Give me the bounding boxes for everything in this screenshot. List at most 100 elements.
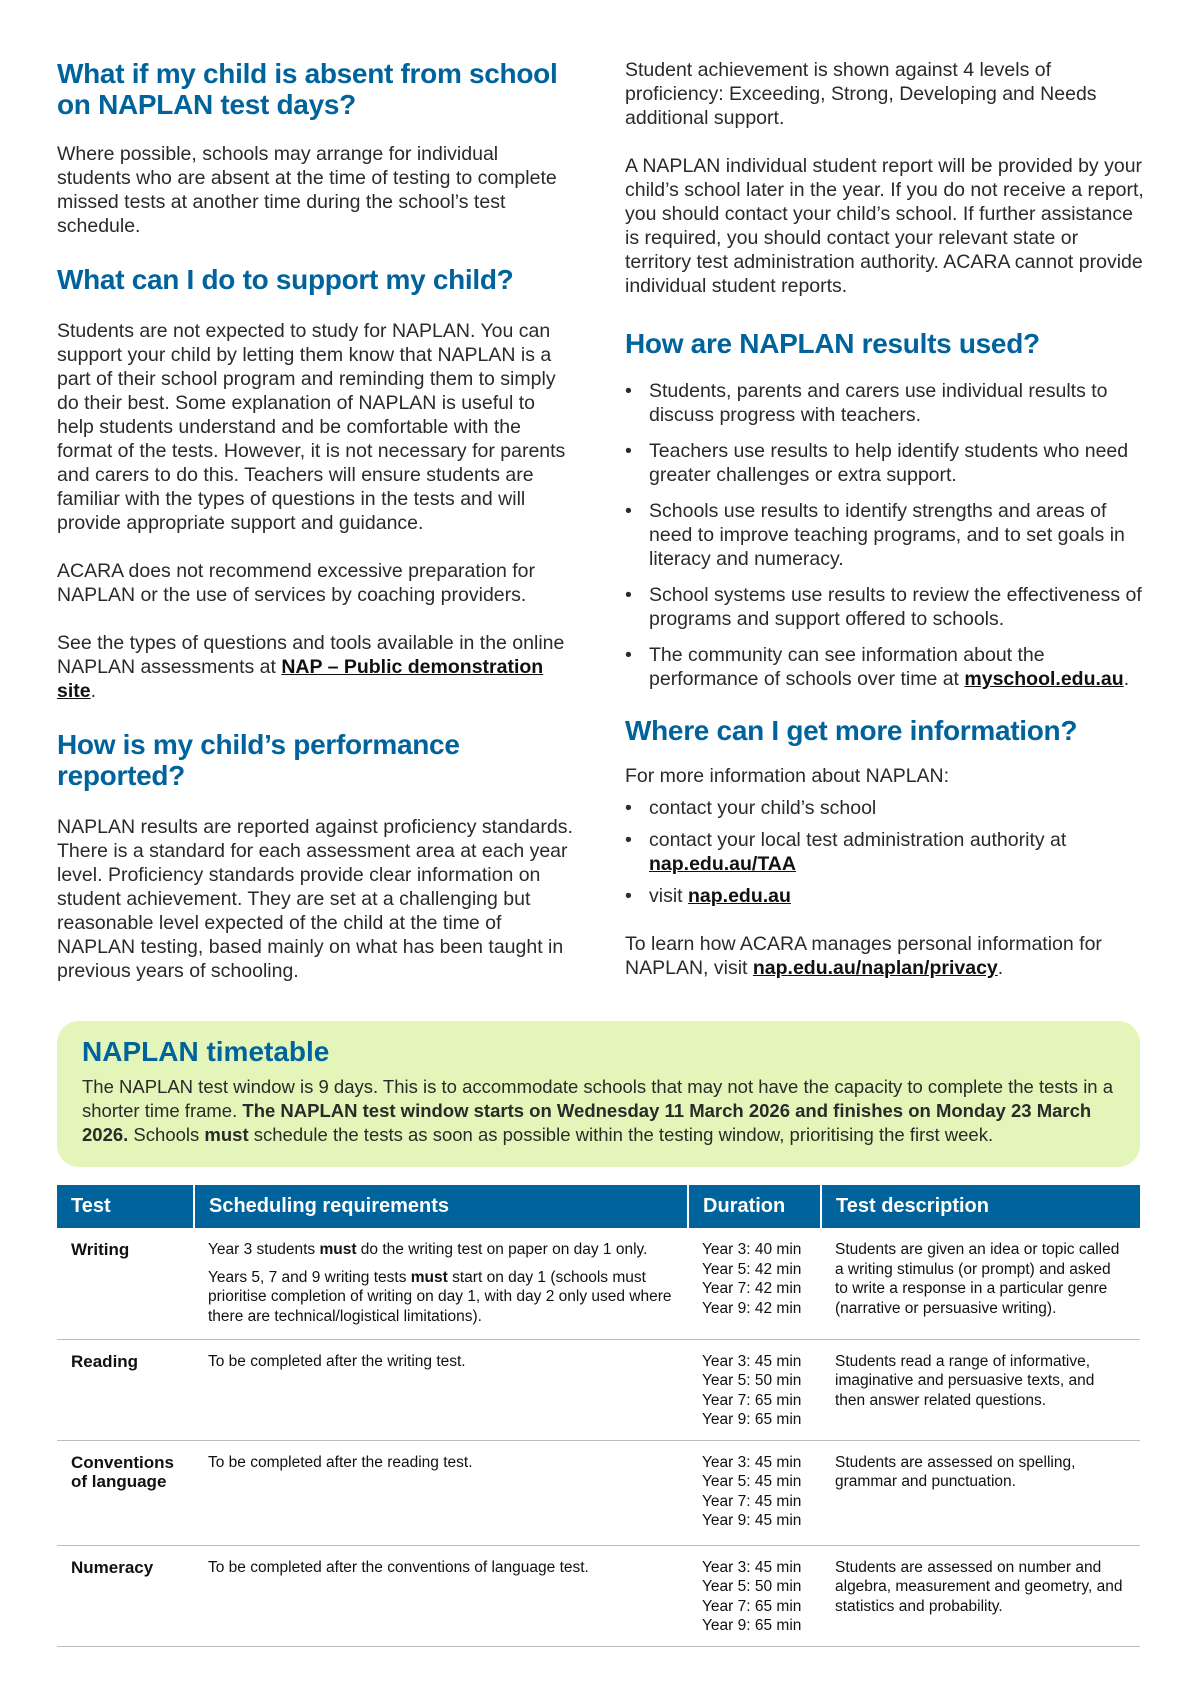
duration-value: Year 9: 42 min bbox=[702, 1299, 802, 1317]
list-item-text: The community can see information about … bbox=[649, 644, 1045, 690]
header-test: Test bbox=[57, 1185, 194, 1228]
list-item: • School systems use results to review th… bbox=[625, 583, 1145, 631]
req-text: Years 5, 7 and 9 writing tests bbox=[208, 1268, 411, 1286]
left-column: What if my child is absent from school o… bbox=[57, 58, 577, 1007]
results-heading: How are NAPLAN results used? bbox=[625, 328, 1040, 359]
duration-value: Year 7: 65 min bbox=[702, 1597, 802, 1615]
table-row: Writing Year 3 students must do the writ… bbox=[57, 1228, 1140, 1340]
req-must: must bbox=[410, 1268, 448, 1286]
bullet-icon: • bbox=[625, 885, 632, 907]
scheduling-cell: Year 3 students must do the writing test… bbox=[194, 1228, 688, 1340]
duration-cell: Year 3: 45 min Year 5: 45 min Year 7: 45 m… bbox=[688, 1440, 821, 1546]
info-heading: Where can I get more information? bbox=[625, 715, 1078, 746]
duration-value: Year 5: 50 min bbox=[702, 1578, 802, 1595]
privacy-text: To learn how ACARA manages personal info… bbox=[625, 932, 1145, 980]
taa-link[interactable]: nap.edu.au/TAA bbox=[649, 853, 796, 875]
support-p3-text: See the types of questions and tools ava… bbox=[57, 632, 565, 678]
nap-link[interactable]: nap.edu.au bbox=[688, 885, 791, 907]
test-name: Writing bbox=[57, 1228, 194, 1340]
bullet-icon: • bbox=[625, 584, 632, 606]
student-report-text: A NAPLAN individual student report will … bbox=[625, 155, 1144, 297]
list-item-text: Schools use results to identify strength… bbox=[649, 500, 1125, 570]
timetable-table: Test Scheduling requirements Duration Te… bbox=[57, 1185, 1140, 1647]
timetable-dates: The NAPLAN test window starts on Wednesd… bbox=[82, 1100, 1092, 1145]
myschool-link[interactable]: myschool.edu.au bbox=[964, 668, 1124, 690]
list-item-text: contact your local test administration a… bbox=[649, 829, 1067, 851]
duration-value: Year 7: 42 min bbox=[702, 1280, 802, 1297]
bullet-icon: • bbox=[625, 500, 632, 522]
duration-value: Year 5: 42 min bbox=[702, 1260, 802, 1278]
duration-value: Year 9: 45 min bbox=[702, 1512, 802, 1529]
list-item-text: School systems use results to review the… bbox=[649, 584, 1142, 630]
support-heading: What can I do to support my child? bbox=[57, 264, 514, 295]
duration-value: Year 7: 65 min bbox=[702, 1391, 802, 1409]
privacy-text-body: To learn how ACARA manages personal info… bbox=[625, 933, 1102, 979]
test-name: Reading bbox=[57, 1339, 194, 1441]
info-intro: For more information about NAPLAN: bbox=[625, 765, 950, 787]
duration-cell: Year 3: 45 min Year 5: 50 min Year 7: 65 m… bbox=[688, 1545, 821, 1647]
period: . bbox=[997, 957, 1004, 979]
bullet-icon: • bbox=[625, 797, 632, 819]
description-cell: Students are assessed on spelling, gramm… bbox=[821, 1440, 1140, 1546]
duration-value: Year 9: 65 min bbox=[702, 1617, 802, 1634]
bullet-icon: • bbox=[625, 440, 632, 462]
list-item: • contact your local test administration … bbox=[625, 828, 1145, 876]
description-cell: Students are assessed on number and alge… bbox=[821, 1545, 1140, 1647]
table-header-row: Test Scheduling requirements Duration Te… bbox=[57, 1185, 1140, 1228]
scheduling-cell: To be completed after the reading test. bbox=[194, 1440, 688, 1546]
header-description: Test description bbox=[820, 1185, 1140, 1228]
period: . bbox=[1123, 668, 1130, 690]
scheduling-cell: To be completed after the conventions of… bbox=[194, 1545, 688, 1647]
list-item: • Teachers use results to help identify s… bbox=[625, 439, 1145, 487]
timetable-text: The NAPLAN test window is 9 days. This i… bbox=[82, 1076, 1114, 1121]
timetable-body: The NAPLAN test window is 9 days. This i… bbox=[82, 1075, 1115, 1147]
timetable-must: must bbox=[204, 1124, 249, 1145]
demo-site-link[interactable]: NAP – Public demonstration site bbox=[57, 656, 544, 702]
table-row: Reading To be completed after the writin… bbox=[57, 1339, 1140, 1441]
absent-body: Where possible, schools may arrange for … bbox=[57, 143, 557, 237]
right-column: Student achievement is shown against 4 l… bbox=[625, 58, 1145, 1004]
support-p2: ACARA does not recommend excessive prepa… bbox=[57, 560, 535, 606]
test-name: Conventions of language bbox=[57, 1440, 194, 1546]
list-item-text: contact your child’s school bbox=[649, 797, 877, 819]
duration-value: Year 3: 45 min bbox=[702, 1352, 802, 1370]
req-text: Year 3 students bbox=[208, 1241, 320, 1258]
timetable-text: Schools bbox=[128, 1124, 205, 1145]
results-list: • Students, parents and carers use indivi… bbox=[625, 379, 1145, 691]
duration-value: Year 9: 65 min bbox=[702, 1411, 802, 1428]
req-text: do the writing test on paper on day 1 on… bbox=[356, 1241, 648, 1258]
req-text: start on day 1 (schools must prioritise … bbox=[208, 1268, 672, 1325]
duration-value: Year 3: 45 min bbox=[702, 1453, 802, 1471]
info-list: • contact your child’s school • contact yo… bbox=[625, 796, 1145, 908]
list-item: • Schools use results to identify strengt… bbox=[625, 499, 1145, 571]
performance-heading: How is my child’s performance reported? bbox=[57, 729, 460, 791]
duration-value: Year 3: 40 min bbox=[702, 1241, 802, 1258]
support-p3: See the types of questions and tools ava… bbox=[57, 631, 577, 703]
header-scheduling: Scheduling requirements bbox=[193, 1185, 688, 1228]
privacy-link[interactable]: nap.edu.au/naplan/privacy bbox=[752, 957, 998, 979]
list-item-text: Teachers use results to help identify st… bbox=[649, 440, 1129, 486]
timetable-callout: NAPLAN timetable The NAPLAN test window … bbox=[57, 1021, 1140, 1167]
list-item: • The community can see information about… bbox=[625, 643, 1145, 691]
bullet-icon: • bbox=[625, 644, 632, 666]
bullet-icon: • bbox=[625, 829, 632, 851]
performance-body: NAPLAN results are reported against prof… bbox=[57, 816, 573, 982]
proficiency-levels-text: Student achievement is shown against 4 l… bbox=[625, 59, 1097, 129]
duration-value: Year 7: 45 min bbox=[702, 1492, 802, 1510]
list-item: • visit nap.edu.au bbox=[625, 884, 1145, 908]
req-must: must bbox=[319, 1241, 357, 1258]
table-row: Conventions of language To be completed … bbox=[57, 1440, 1140, 1546]
description-cell: Students read a range of informative, im… bbox=[821, 1339, 1140, 1441]
period: . bbox=[90, 680, 97, 702]
req-line: Year 3 students must do the writing test… bbox=[208, 1240, 674, 1260]
support-p1: Students are not expected to study for N… bbox=[57, 320, 566, 534]
table-row: Numeracy To be completed after the conve… bbox=[57, 1545, 1140, 1647]
absent-heading: What if my child is absent from school o… bbox=[57, 58, 558, 120]
duration-value: Year 5: 45 min bbox=[702, 1473, 802, 1490]
test-name: Numeracy bbox=[57, 1545, 194, 1647]
list-item-text: Students, parents and carers use individ… bbox=[649, 380, 1108, 426]
list-item: • contact your child’s school bbox=[625, 796, 1145, 820]
duration-cell: Year 3: 45 min Year 5: 50 min Year 7: 65 m… bbox=[688, 1339, 821, 1441]
duration-value: Year 5: 50 min bbox=[702, 1372, 802, 1389]
timetable-heading: NAPLAN timetable bbox=[82, 1036, 330, 1067]
